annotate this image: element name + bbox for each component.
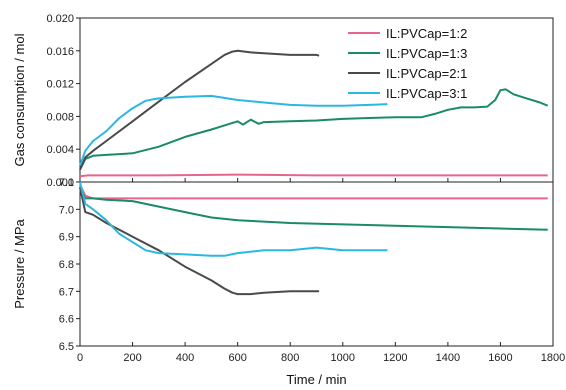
x-axis-title: Time / min [286,372,346,387]
x-tick-label: 1600 [488,352,512,364]
legend-label: IL:PVCap=1:2 [386,26,467,41]
gas-y-tick-label: 0.008 [46,111,74,123]
gas-y-tick-label: 0.004 [46,144,74,156]
pressure-y-tick-label: 6.6 [59,314,74,326]
series-line-IL:PVCap=1:3 [79,187,548,231]
pressure-panel: 6.5 6.6 6.7 6.8 6.9 7.0 7.1 Pressure / MPa [12,177,554,353]
pressure-y-tick-label: 7.1 [59,177,74,189]
gas-y-axis-title: Gas consumption / mol [12,33,27,166]
pressure-frame [79,181,554,347]
gas-y-tick-label: 0.020 [46,13,74,25]
x-tick-label: 0 [77,352,83,364]
series-line-IL:PVCap=1:3 [79,88,549,171]
pressure-y-tick-label: 6.7 [59,286,74,298]
series-line-IL:PVCap=2:1 [79,49,320,171]
gas-y-tick-label: 0.016 [46,46,74,58]
legend-label: IL:PVCap=3:1 [386,86,467,101]
series-line-IL:PVCap=2:1 [79,187,320,296]
x-tick-label: 200 [123,352,141,364]
series-line-IL:PVCap=3:1 [79,181,388,257]
legend: IL:PVCap=1:2 IL:PVCap=1:3 IL:PVCap=2:1 IL:P… [348,26,467,101]
gas-y-tick-label: 0.012 [46,79,74,91]
pressure-y-tick-label: 6.8 [59,259,74,271]
legend-label: IL:PVCap=1:3 [386,46,467,61]
series-line-IL:PVCap=1:2 [79,184,548,200]
pressure-y-tick-label: 6.9 [59,232,74,244]
x-tick-label: 800 [281,352,299,364]
x-tick-label: 400 [176,352,194,364]
series-line-IL:PVCap=3:1 [79,94,388,166]
pressure-y-tick-label: 7.0 [59,204,74,216]
x-tick-label: 600 [228,352,246,364]
x-tick-label: 1000 [331,352,355,364]
x-tick-label: 1200 [383,352,407,364]
series-line-IL:PVCap=1:2 [79,173,548,178]
x-axis: 0 200 400 600 800 1000 1200 1400 1600 1800 Time / … [77,352,565,387]
x-tick-label: 1800 [541,352,565,364]
x-tick-label: 1400 [436,352,460,364]
pressure-y-axis-title: Pressure / MPa [12,218,27,308]
gas-y-tick-label: 0.000 [46,177,74,189]
pressure-y-tick-label: 6.5 [59,341,74,353]
legend-label: IL:PVCap=2:1 [386,66,467,81]
gas-consumption-panel: 0.000 0.004 0.008 0.012 0.016 0.020 Gas consum… [12,13,554,189]
